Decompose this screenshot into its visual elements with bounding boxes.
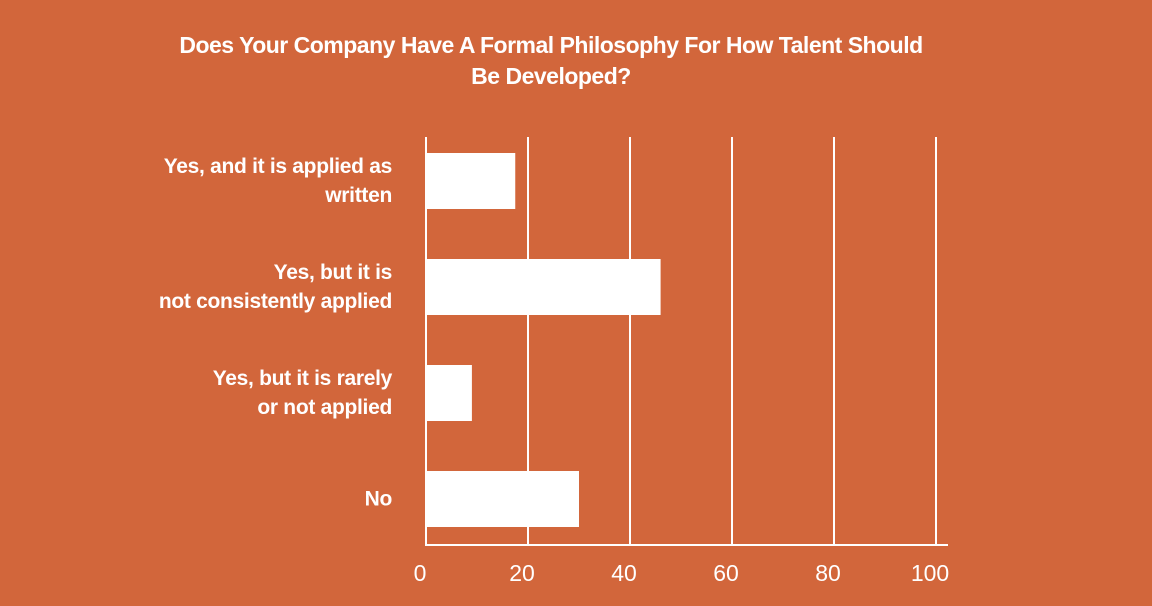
y-tick-label: Yes, but it is not consistently applied xyxy=(158,261,392,313)
x-tick-label: 80 xyxy=(815,560,841,586)
bar xyxy=(426,365,472,421)
bar xyxy=(426,153,516,209)
x-tick-label: 100 xyxy=(911,560,949,586)
x-tick-label: 0 xyxy=(414,560,427,586)
y-tick-label: Yes, and it is applied as written xyxy=(163,155,393,207)
chart-title: Does Your Company Have A Formal Philosop… xyxy=(179,32,923,89)
bar xyxy=(426,471,579,527)
x-tick-label: 20 xyxy=(509,560,535,586)
y-tick-label: Yes, but it is rarely or not applied xyxy=(212,367,393,419)
x-tick-label: 40 xyxy=(611,560,637,586)
bar xyxy=(426,259,661,315)
x-tick-label: 60 xyxy=(713,560,739,586)
y-tick-label: No xyxy=(364,487,393,511)
